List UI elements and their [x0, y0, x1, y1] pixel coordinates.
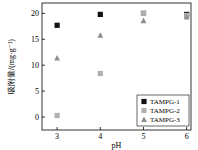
- legend-label: TAMPG-2: [150, 107, 180, 115]
- x-tick-label: 5: [141, 132, 145, 141]
- legend-marker: [141, 99, 146, 104]
- y-tick-label: 10: [31, 61, 39, 70]
- y-tick: [42, 65, 45, 66]
- y-tick-label: 15: [31, 35, 39, 44]
- y-tick: [42, 117, 45, 118]
- legend-marker: [141, 108, 146, 113]
- x-tick-label: 3: [55, 132, 59, 141]
- x-tick: [186, 127, 187, 130]
- x-tick: [143, 127, 144, 130]
- legend-box: [137, 95, 189, 126]
- y-tick-label: 0: [35, 113, 39, 122]
- y-axis-label: 吸附量/(mg·g⁻¹): [7, 39, 16, 94]
- x-tick-label: 4: [98, 132, 102, 141]
- legend-label: TAMPG-1: [150, 98, 180, 106]
- point: [184, 14, 190, 20]
- legend-label: TAMPG-3: [150, 116, 180, 124]
- y-tick: [42, 39, 45, 40]
- point: [98, 71, 103, 76]
- point: [97, 32, 103, 38]
- x-tick-label: 6: [185, 132, 189, 141]
- legend: TAMPG-1TAMPG-2TAMPG-3: [137, 95, 189, 126]
- x-axis-label: pH: [112, 141, 122, 150]
- legend-marker: [141, 117, 147, 123]
- point: [54, 55, 60, 61]
- plot-frame: [42, 3, 191, 130]
- y-tick-label: 20: [31, 9, 39, 18]
- point: [141, 18, 147, 24]
- point: [98, 12, 103, 17]
- x-tick: [57, 127, 58, 130]
- marks: [54, 11, 189, 118]
- y-tick-label: 5: [35, 87, 39, 96]
- point: [141, 11, 146, 16]
- point: [55, 113, 60, 118]
- y-tick: [42, 13, 45, 14]
- point: [141, 11, 146, 16]
- x-tick: [100, 127, 101, 130]
- point: [55, 23, 60, 28]
- y-tick: [42, 91, 45, 92]
- chart: 3 4 5 6 0 5 10 15 20 pH 吸附量/(mg·g⁻¹) TAMPG-1TAMPG-2…: [0, 0, 198, 150]
